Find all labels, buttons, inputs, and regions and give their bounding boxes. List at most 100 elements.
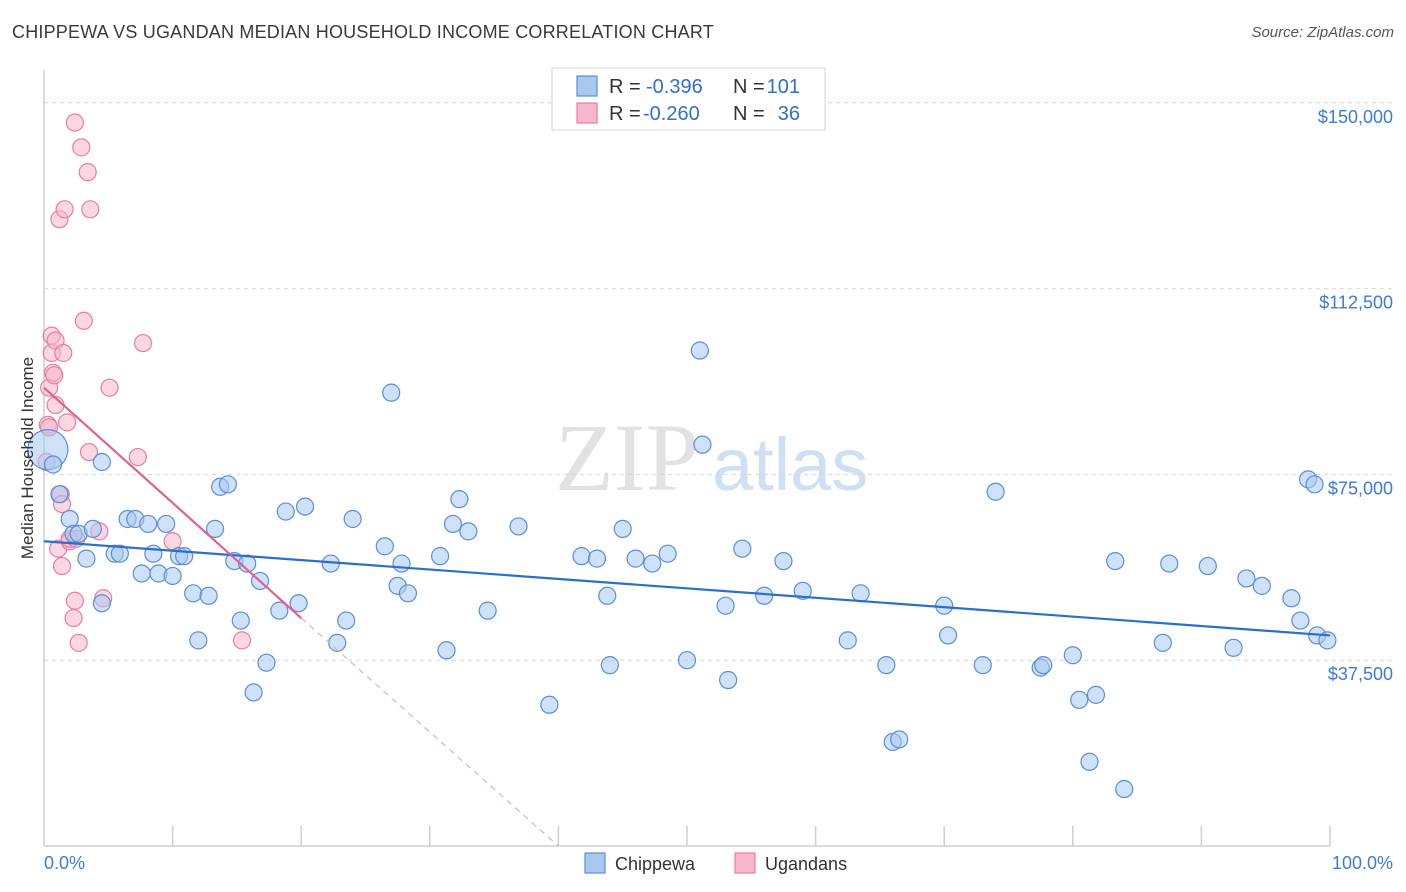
ugandans-trendline xyxy=(43,386,302,619)
chippewa-point-88 xyxy=(1115,779,1134,799)
ugandans-point-27 xyxy=(78,163,97,182)
chippewa-point-50 xyxy=(450,490,469,509)
chart-title: CHIPPEWA VS UGANDAN MEDIAN HOUSEHOLD INC… xyxy=(12,22,714,42)
y-tick-label-112500: $112,500 xyxy=(1319,293,1393,313)
chippewa-point-23 xyxy=(189,631,208,650)
chippewa-point-37 xyxy=(295,497,315,516)
ugandans-point-7 xyxy=(45,366,64,385)
bottom-legend-swatch-ugandans xyxy=(734,852,756,874)
chippewa-point-53 xyxy=(509,517,528,536)
watermark-atlas: atlas xyxy=(712,423,868,506)
y-tick-label-37500: $37,500 xyxy=(1328,664,1393,684)
chippewa-point-1 xyxy=(43,455,63,474)
chippewa-point-42 xyxy=(375,537,394,556)
chippewa-point-18 xyxy=(157,514,176,534)
chippewa-point-3 xyxy=(60,509,79,529)
chippewa-point-95 xyxy=(1282,589,1301,608)
ugandans-point-17 xyxy=(58,413,77,432)
chippewa-point-24 xyxy=(199,586,218,605)
chippewa-point-22 xyxy=(184,584,203,603)
chippewa-point-86 xyxy=(1086,685,1106,704)
x-ticks xyxy=(171,826,1331,846)
chippewa-point-55 xyxy=(572,547,591,566)
chippewa-point-34 xyxy=(270,601,289,620)
y-tick-labels: $37,500 $75,000 $112,500 $150,000 xyxy=(1318,107,1393,684)
chippewa-point-43 xyxy=(382,383,401,402)
chippewa-point-2 xyxy=(50,485,69,504)
chippewa-point-16 xyxy=(144,544,163,563)
ugandans-point-28 xyxy=(79,442,99,462)
chippewa-point-9 xyxy=(92,594,111,613)
legend-n-value-chippewa: 101 xyxy=(767,76,800,98)
chippewa-point-96 xyxy=(1291,611,1310,630)
chippewa-point-90 xyxy=(1160,554,1179,573)
gridlines xyxy=(44,102,1393,661)
chippewa-point-59 xyxy=(613,519,632,538)
chippewa-point-14 xyxy=(132,564,151,583)
chippewa-point-66 xyxy=(716,596,735,615)
ugandans-point-24 xyxy=(69,633,88,652)
chippewa-point-51 xyxy=(459,522,478,541)
series-legend: Chippewa Ugandans xyxy=(584,852,847,874)
watermark-zip: ZIP xyxy=(555,404,699,511)
chippewa-point-49 xyxy=(443,514,463,534)
chippewa-point-41 xyxy=(343,509,362,529)
chippewa-point-56 xyxy=(587,549,607,568)
chippewa-point-46 xyxy=(398,584,418,603)
ugandans-point-22 xyxy=(65,113,84,132)
chippewa-point-65 xyxy=(693,435,712,454)
source-label: Source: ZipAtlas.com xyxy=(1251,24,1394,41)
ugandans-point-16 xyxy=(55,200,74,219)
chippewa-point-73 xyxy=(851,584,870,603)
y-tick-label-150000: $150,000 xyxy=(1318,107,1393,127)
legend-r-label-chippewa: R = xyxy=(609,76,641,98)
y-axis-title: Median Household Income xyxy=(18,357,37,559)
chippewa-point-7 xyxy=(83,519,102,538)
chippewa-point-72 xyxy=(838,631,857,650)
chippewa-point-48 xyxy=(437,641,456,660)
chippewa-point-58 xyxy=(600,656,619,675)
chippewa-point-33 xyxy=(257,653,276,672)
ugandans-point-34 xyxy=(133,333,153,353)
legend-n-label-chippewa: N = xyxy=(733,76,765,98)
x-tick-label-min: 0.0% xyxy=(44,853,85,873)
chippewa-trendline xyxy=(43,540,1331,637)
chippewa-point-80 xyxy=(986,482,1005,501)
chippewa-point-35 xyxy=(276,502,295,521)
chippewa-point-40 xyxy=(337,611,356,630)
chippewa-point-60 xyxy=(626,549,645,568)
chippewa-point-79 xyxy=(973,656,992,675)
chippewa-point-29 xyxy=(231,611,250,630)
chippewa-point-70 xyxy=(774,551,793,571)
bottom-legend-label-ugandans: Ugandans xyxy=(765,854,847,874)
ugandans-point-36 xyxy=(232,631,252,650)
chippewa-point-61 xyxy=(643,554,662,573)
legend-swatch-chippewa xyxy=(576,75,598,97)
chippewa-point-78 xyxy=(938,626,958,645)
chippewa-point-71 xyxy=(793,581,812,600)
chippewa-point-87 xyxy=(1106,551,1125,571)
chippewa-point-47 xyxy=(430,547,450,566)
chippewa-point-57 xyxy=(598,586,617,605)
chippewa-point-19 xyxy=(163,566,182,586)
chippewa-point-67 xyxy=(719,670,738,690)
chippewa-point-74 xyxy=(877,656,896,675)
chippewa-point-98 xyxy=(1305,475,1324,494)
trendlines xyxy=(43,386,1331,847)
chippewa-point-52 xyxy=(478,601,497,620)
ugandans-trendline-extension xyxy=(300,617,559,847)
chippewa-point-68 xyxy=(733,539,752,558)
chippewa-point-100 xyxy=(1318,631,1337,650)
chippewa-point-82 xyxy=(1034,656,1053,675)
chippewa-point-91 xyxy=(1198,556,1217,576)
chippewa-point-45 xyxy=(392,554,411,573)
chippewa-point-76 xyxy=(890,730,909,749)
chippewa-point-15 xyxy=(139,514,158,534)
chippewa-point-85 xyxy=(1080,752,1099,771)
x-tick-label-max: 100.0% xyxy=(1332,853,1393,873)
chippewa-point-27 xyxy=(218,475,237,494)
legend-n-value-ugandans: 36 xyxy=(778,103,800,125)
legend-r-value-chippewa: -0.396 xyxy=(646,76,703,98)
ugandans-point-29 xyxy=(81,200,100,219)
